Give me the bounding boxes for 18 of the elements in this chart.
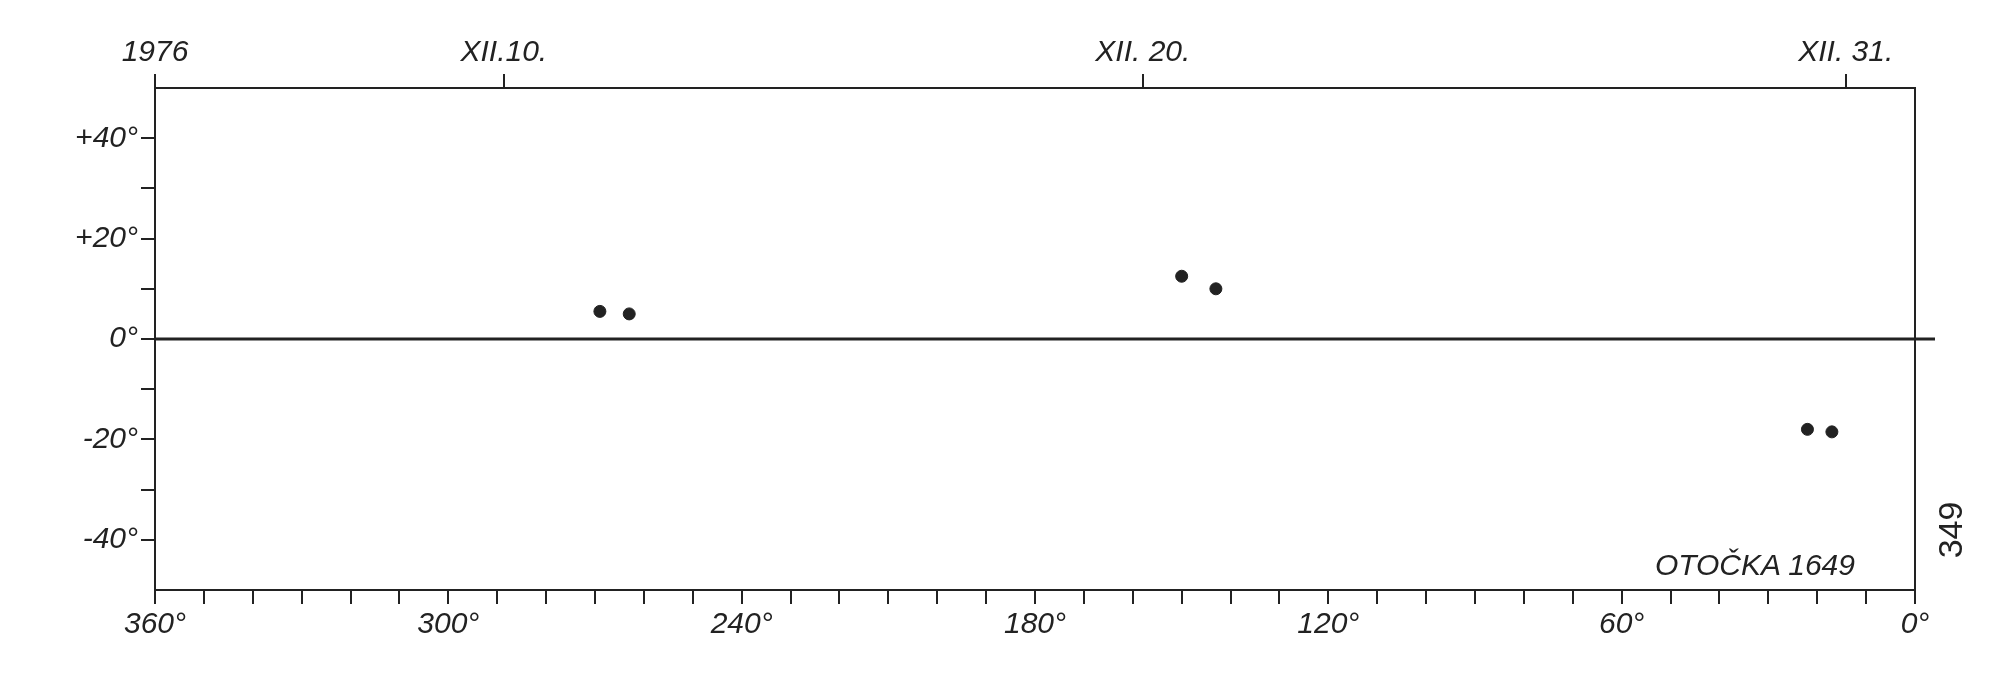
x-tick-label: 120° bbox=[1297, 606, 1360, 640]
x-tick-label: 180° bbox=[1003, 606, 1067, 640]
x-tick-label: 60° bbox=[1598, 606, 1645, 640]
y-tick-label: -20° bbox=[82, 420, 138, 454]
y-tick-label: -40° bbox=[82, 521, 138, 555]
x2-tick-label: XII. 31. bbox=[1797, 34, 1894, 68]
x2-tick-label: XII.10. bbox=[459, 34, 548, 68]
x2-tick-label: 1976 bbox=[121, 34, 189, 68]
annotation: OTOČKA 1649 bbox=[1654, 548, 1856, 582]
x-tick-label: 240° bbox=[709, 606, 773, 640]
text: 349 bbox=[1931, 501, 1970, 559]
y-tick-label: +40° bbox=[75, 119, 138, 153]
x2-tick-label: XII. 20. bbox=[1094, 34, 1191, 68]
x-tick-label: 360° bbox=[123, 606, 187, 640]
y-tick-label: 0° bbox=[109, 320, 138, 354]
x-tick-label: 0° bbox=[1900, 606, 1930, 640]
y-tick-label: +20° bbox=[75, 219, 138, 253]
x-tick-label: 300° bbox=[417, 606, 480, 640]
